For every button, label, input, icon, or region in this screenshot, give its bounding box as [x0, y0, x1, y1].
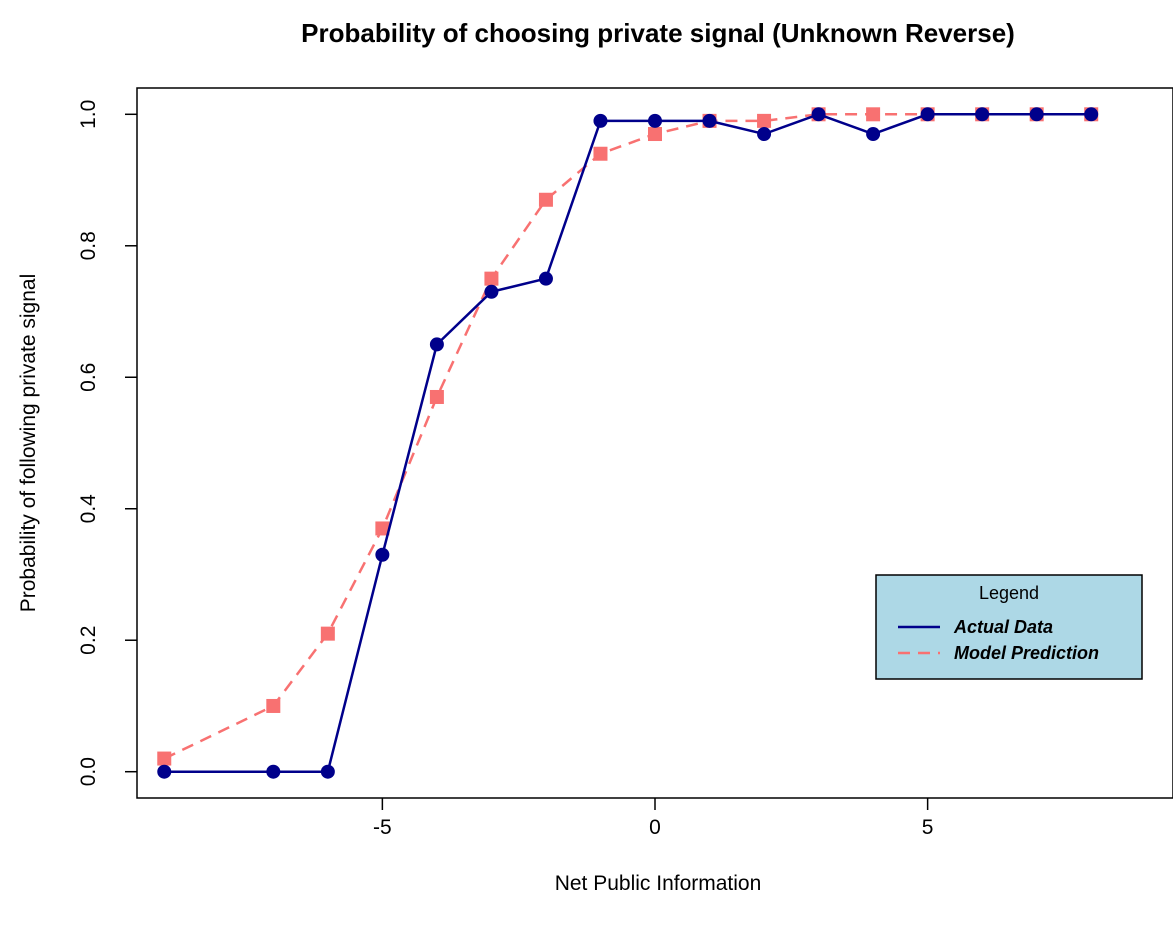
x-tick-label: -5 — [373, 816, 392, 839]
data-point-model-prediction — [866, 107, 881, 122]
data-point-actual-data — [1084, 107, 1099, 122]
data-point-model-prediction — [648, 127, 662, 142]
data-point-model-prediction — [375, 521, 390, 536]
legend-entry-actual-data: Actual Data — [953, 617, 1053, 637]
data-point-model-prediction — [538, 192, 553, 207]
x-tick-label: 0 — [649, 816, 661, 839]
data-point-actual-data — [157, 764, 172, 779]
data-point-actual-data — [920, 107, 935, 122]
legend-title: Legend — [979, 583, 1039, 603]
y-axis: 0.0 0.2 0.4 0.6 0.8 1.0 — [77, 100, 137, 786]
y-tick-label: 0.0 — [77, 757, 100, 786]
y-tick-label: 0.4 — [77, 494, 100, 524]
data-point-model-prediction — [320, 626, 335, 641]
legend-entry-model-prediction: Model Prediction — [954, 643, 1099, 663]
x-tick-label: 5 — [922, 816, 934, 839]
data-point-model-prediction — [429, 389, 444, 404]
x-axis-label: Net Public Information — [555, 872, 762, 895]
series-layer — [157, 107, 1099, 779]
data-point-actual-data — [266, 764, 281, 779]
x-axis: -5 0 5 — [373, 798, 933, 839]
plot-area-border — [136, 87, 1173, 799]
data-point-actual-data — [757, 127, 772, 142]
y-tick-label: 0.8 — [77, 231, 100, 260]
data-point-actual-data — [484, 284, 499, 299]
y-tick-label: 0.2 — [77, 626, 100, 655]
data-point-model-prediction — [266, 698, 281, 713]
data-point-model-prediction — [484, 271, 499, 286]
data-point-actual-data — [1029, 107, 1044, 122]
legend: Legend Actual Data Model Prediction — [875, 574, 1143, 680]
data-point-actual-data — [648, 113, 662, 128]
y-tick-label: 0.6 — [77, 363, 100, 392]
data-point-actual-data — [429, 337, 444, 352]
data-point-actual-data — [375, 547, 390, 562]
data-point-actual-data — [811, 107, 826, 122]
data-point-actual-data — [702, 113, 717, 128]
data-point-model-prediction — [757, 113, 772, 128]
data-point-actual-data — [320, 764, 335, 779]
chart-title: Probability of choosing private signal (… — [301, 18, 1015, 48]
data-point-actual-data — [593, 113, 608, 128]
data-point-model-prediction — [593, 146, 608, 161]
y-axis-label: Probability of following private signal — [17, 274, 40, 613]
data-point-actual-data — [975, 107, 990, 122]
data-point-model-prediction — [157, 751, 172, 766]
data-point-actual-data — [538, 271, 553, 286]
data-point-actual-data — [866, 127, 881, 142]
y-tick-label: 1.0 — [77, 100, 100, 129]
